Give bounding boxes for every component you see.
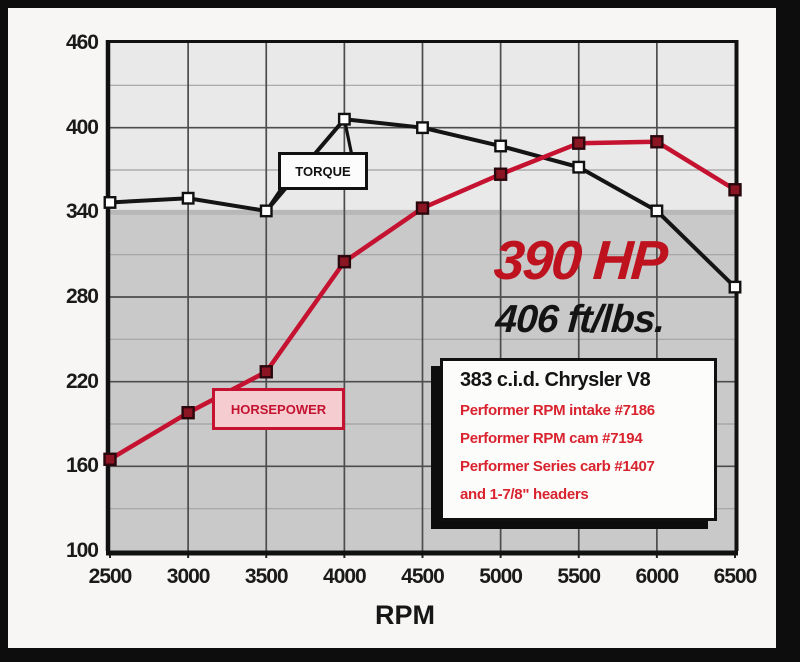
engine-spec-box: 383 c.i.d. Chrysler V8 Performer RPM int… — [440, 358, 717, 521]
torque-marker — [181, 191, 195, 205]
x-tick-label: 5500 — [557, 565, 601, 588]
torque-marker — [103, 196, 117, 209]
x-tick-label: 6500 — [713, 565, 758, 588]
horsepower-marker — [493, 167, 508, 181]
torque-marker — [337, 112, 351, 126]
x-tick-label: 4000 — [323, 565, 367, 588]
torque-marker — [728, 280, 742, 294]
y-tick-label: 100 — [65, 539, 99, 562]
torque-marker — [494, 139, 508, 153]
engine-spec-line: Performer Series carb #1407 — [460, 458, 655, 475]
y-tick-label: 460 — [65, 31, 99, 54]
horsepower-marker — [728, 183, 742, 197]
y-tick-label: 340 — [65, 200, 99, 224]
x-tick-label: 4500 — [401, 565, 445, 588]
engine-title: 383 c.i.d. Chrysler V8 — [460, 369, 651, 391]
torque-marker — [572, 160, 586, 174]
x-tick-label: 3500 — [244, 565, 289, 588]
torque-series-label: TORQUE — [278, 152, 368, 190]
x-tick-label: 6000 — [635, 565, 680, 588]
x-tick-label: 2500 — [88, 565, 133, 588]
torque-marker — [259, 204, 273, 218]
engine-spec-line: Performer RPM cam #7194 — [460, 430, 643, 447]
horsepower-marker — [415, 201, 430, 215]
x-tick-label: 3000 — [166, 565, 211, 588]
horsepower-marker — [259, 365, 273, 379]
horsepower-marker — [337, 255, 352, 269]
torque-marker — [416, 121, 429, 135]
horsepower-marker — [103, 452, 117, 466]
y-tick-label: 160 — [65, 454, 99, 478]
y-tick-label: 400 — [65, 115, 99, 139]
peak-torque-annotation: 406 ft/lbs. — [494, 298, 666, 341]
horsepower-series-label: HORSEPOWER — [212, 388, 345, 430]
engine-spec-line: and 1-7/8" headers — [460, 486, 589, 503]
engine-spec-lines: Performer RPM intake #7186 Performer RPM … — [460, 397, 714, 509]
x-axis-title: RPM — [375, 600, 435, 630]
y-tick-label: 280 — [65, 285, 99, 308]
y-tick-label: 220 — [65, 369, 99, 393]
horsepower-marker — [181, 406, 195, 420]
horsepower-marker — [650, 135, 664, 149]
torque-series-label-text: TORQUE — [295, 163, 351, 179]
horsepower-series-label-text: HORSEPOWER — [230, 401, 327, 417]
horsepower-marker — [572, 136, 586, 150]
x-tick-label: 5000 — [479, 565, 523, 588]
torque-marker — [650, 204, 664, 218]
engine-spec-line: Performer RPM intake #7186 — [460, 402, 655, 419]
peak-horsepower-annotation: 390 HP — [492, 229, 668, 291]
